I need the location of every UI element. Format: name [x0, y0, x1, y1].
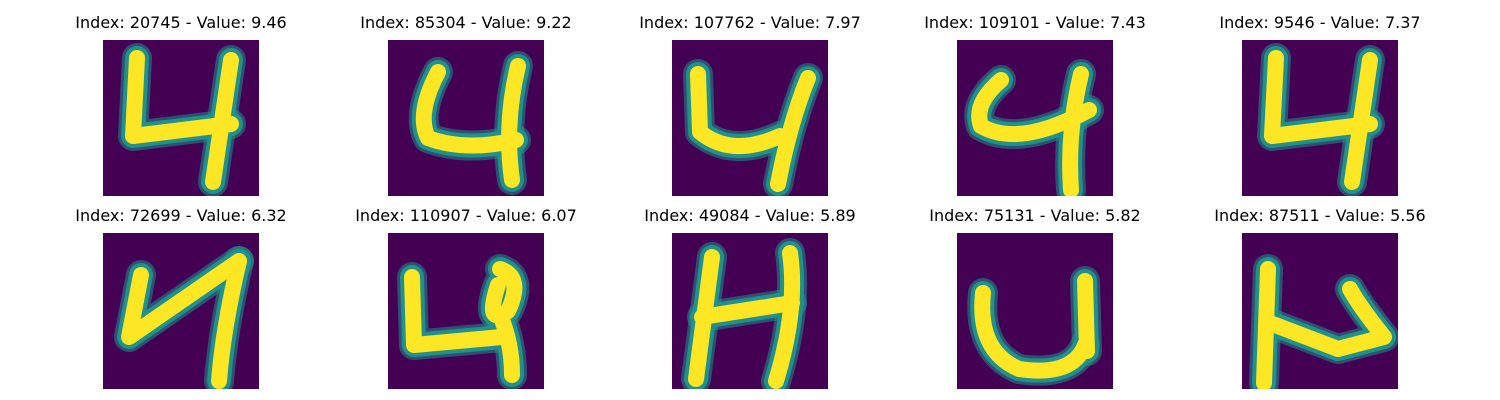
digit-stroke [1062, 66, 1089, 196]
digit-image [957, 233, 1113, 389]
digit-stroke [1262, 281, 1392, 357]
panel-title: Index: 9546 - Value: 7.37 [1219, 13, 1421, 32]
digit-image [388, 40, 544, 196]
digit-image [672, 40, 828, 196]
digit-stroke [125, 50, 239, 144]
panel-title: Index: 49084 - Value: 5.89 [644, 206, 856, 225]
digit-stroke [1344, 52, 1378, 190]
digit-image [672, 233, 828, 389]
digit-image [1242, 40, 1398, 196]
digit-stroke [768, 245, 801, 389]
panel-title: Index: 107762 - Value: 7.97 [639, 13, 861, 32]
digit-stroke [501, 58, 526, 188]
digit-stroke [404, 269, 510, 353]
panel-title: Index: 72699 - Value: 6.32 [75, 206, 287, 225]
panel-title: Index: 85304 - Value: 9.22 [360, 13, 572, 32]
panel-title: Index: 20745 - Value: 9.46 [75, 13, 287, 32]
panel-title: Index: 110907 - Value: 6.07 [355, 206, 577, 225]
digit-stroke [690, 66, 788, 154]
digit-image [1242, 233, 1398, 389]
digit-stroke [211, 253, 247, 389]
digit-image [103, 233, 259, 389]
digit-stroke [1264, 50, 1378, 144]
digit-stroke [121, 253, 247, 345]
digit-stroke [415, 64, 524, 154]
panel-title: Index: 75131 - Value: 5.82 [929, 206, 1141, 225]
digit-stroke [694, 295, 800, 325]
digit-image [388, 233, 544, 389]
digit-image [957, 40, 1113, 196]
digit-stroke [205, 52, 239, 190]
digit-stroke [484, 261, 523, 324]
digit-stroke [974, 285, 1093, 379]
digit-stroke [1077, 273, 1095, 359]
digit-image [103, 40, 259, 196]
panel-title: Index: 109101 - Value: 7.43 [924, 13, 1146, 32]
digit-stroke [971, 72, 1097, 143]
digit-stroke [492, 307, 520, 383]
digit-stroke [770, 70, 816, 192]
panel-title: Index: 87511 - Value: 5.56 [1214, 206, 1426, 225]
